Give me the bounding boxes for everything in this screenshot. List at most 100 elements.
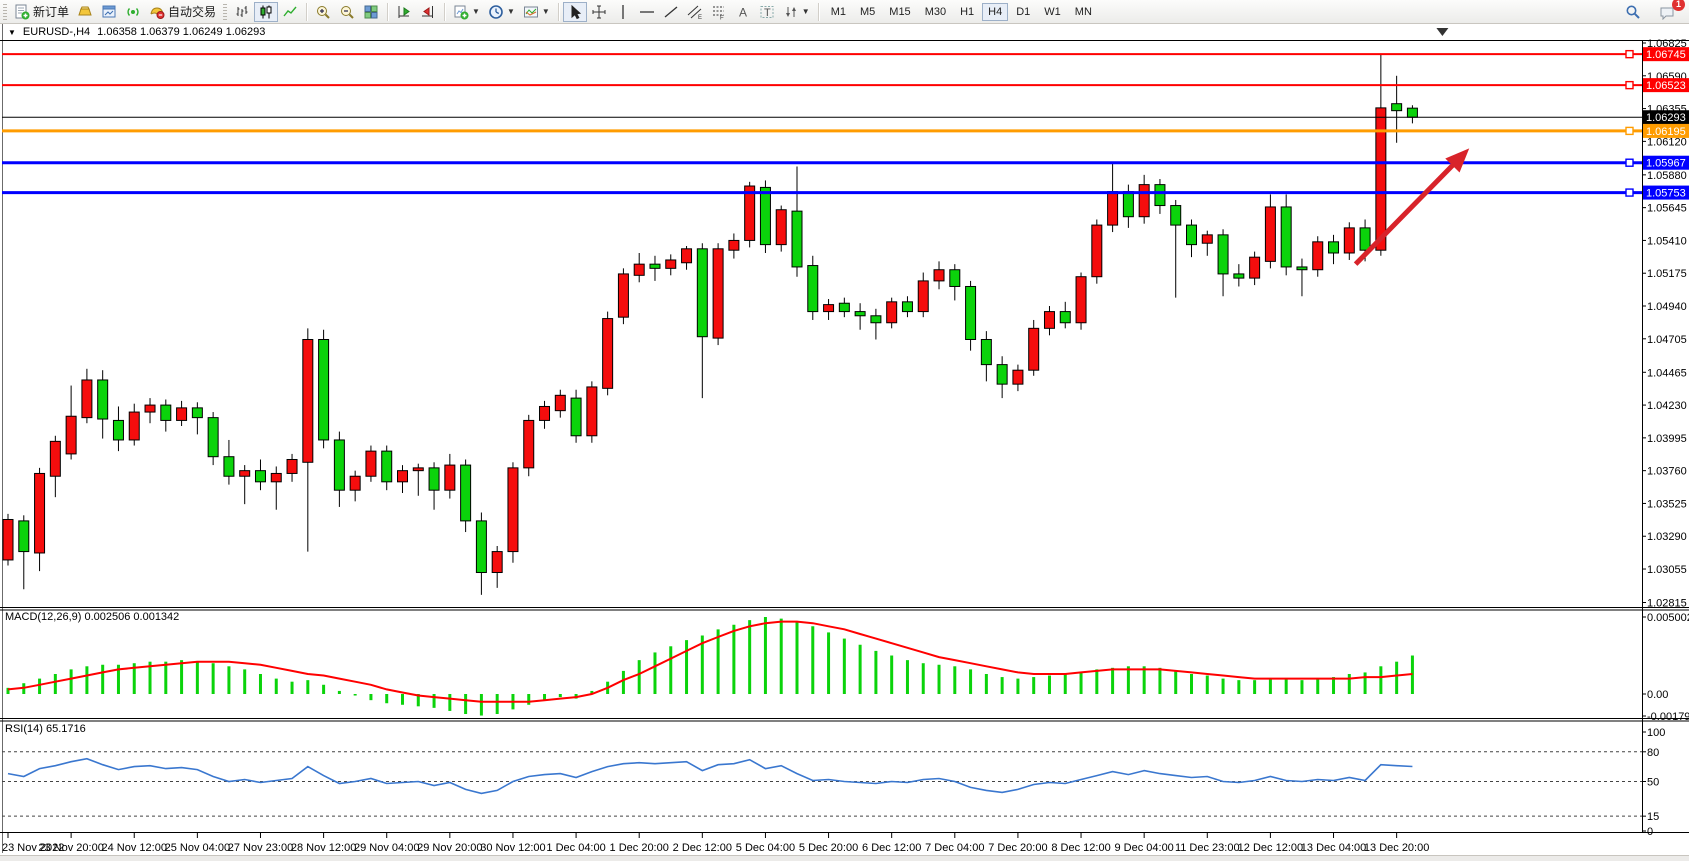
- templates-button[interactable]: ▼: [519, 2, 554, 22]
- support-line-lower-handle[interactable]: [1625, 188, 1634, 197]
- candle-body-bear: [475, 520, 487, 574]
- candle: [1296, 258, 1308, 297]
- candle-body-bull: [65, 415, 77, 455]
- candlestick-chart-button[interactable]: [254, 1, 279, 22]
- charts-window-button[interactable]: [97, 2, 121, 22]
- timeframe-toolbar: M1 M5 M15 M30 H1 H4 D1 W1 MN: [825, 2, 1098, 21]
- timeframe-button-m5[interactable]: M5: [860, 5, 876, 18]
- candle-body-bull: [1312, 241, 1324, 271]
- support-line-upper-badge: [1643, 155, 1689, 170]
- candle: [49, 435, 61, 498]
- new-order-button[interactable]: 新订单: [10, 2, 73, 22]
- vertical-line-button[interactable]: [611, 2, 635, 22]
- candle-body-bear: [570, 397, 582, 437]
- svg-text:F: F: [720, 15, 724, 20]
- candle: [570, 389, 582, 443]
- zoom-in-button[interactable]: [311, 2, 335, 22]
- timeframe-button-w1[interactable]: W1: [1044, 5, 1061, 18]
- notifications-button[interactable]: 1: [1655, 0, 1685, 22]
- auto-scroll-button[interactable]: [392, 2, 416, 22]
- candle-body-bull: [444, 464, 456, 491]
- svg-text:A: A: [739, 5, 747, 19]
- chart-shift-marker[interactable]: [1436, 28, 1449, 36]
- timeframe-button-h1[interactable]: H1: [960, 5, 975, 18]
- candle: [223, 439, 235, 485]
- price-axis-label: 1.06120: [1647, 136, 1687, 148]
- channel-button[interactable]: E: [683, 2, 707, 22]
- chart-shift-button[interactable]: [416, 2, 440, 22]
- candle: [176, 400, 188, 427]
- candle: [381, 445, 393, 491]
- candle-body-bull: [712, 248, 724, 339]
- toolbar-grip[interactable]: [223, 3, 228, 20]
- market-watch-button[interactable]: [73, 2, 97, 22]
- resistance-line-upper-badge-label: 1.06745: [1646, 49, 1686, 61]
- candle-body-bull: [586, 386, 598, 437]
- bar-chart-button[interactable]: [230, 2, 254, 22]
- candle-body-bear: [223, 456, 235, 477]
- timeframe-button-mn[interactable]: MN: [1074, 5, 1092, 18]
- trend-arrow-shaft[interactable]: [1353, 159, 1459, 266]
- text-button[interactable]: A: [731, 2, 755, 22]
- pivot-line-orange-badge: [1643, 123, 1689, 138]
- candle: [412, 463, 424, 496]
- candle: [191, 402, 203, 435]
- candle-body-bear: [1217, 234, 1229, 275]
- candle-body-bull: [681, 248, 693, 264]
- candle: [617, 268, 629, 325]
- timeframe-button-m15[interactable]: M15: [889, 5, 911, 18]
- new-chart-button[interactable]: ▼: [449, 2, 484, 22]
- toolbar-grip[interactable]: [3, 3, 7, 20]
- candle-body-bull: [286, 458, 298, 474]
- search-button[interactable]: [1621, 2, 1645, 22]
- fibonacci-button[interactable]: F: [707, 2, 731, 22]
- pivot-line-orange-handle[interactable]: [1625, 126, 1634, 136]
- text-label-button[interactable]: T: [755, 2, 779, 22]
- horizontal-line-button[interactable]: [635, 2, 659, 22]
- cursor-button[interactable]: [562, 1, 587, 22]
- candle-body-bull: [602, 318, 614, 389]
- new-order-label: 新订单: [33, 5, 70, 19]
- candle: [475, 512, 487, 595]
- timeframe-button-d1[interactable]: D1: [1016, 5, 1031, 18]
- timeframe-button-m1[interactable]: M1: [830, 5, 846, 18]
- timeframe-button-h4[interactable]: H4: [982, 2, 1009, 21]
- new-chart-icon: [454, 5, 469, 19]
- candle-body-bull: [1375, 107, 1387, 251]
- autotrading-button[interactable]: 自动交易: [145, 2, 220, 22]
- candle: [523, 414, 535, 477]
- candle-body-bull: [665, 259, 677, 269]
- candle-body-bull: [886, 301, 898, 324]
- trend-arrow-head[interactable]: [1445, 148, 1470, 173]
- chart-menu-icon[interactable]: ▼: [8, 27, 16, 37]
- candle: [712, 243, 724, 346]
- candle: [949, 264, 961, 301]
- line-chart-button[interactable]: [278, 2, 302, 22]
- trendline-button[interactable]: [659, 2, 683, 22]
- resistance-line-lower-handle[interactable]: [1625, 80, 1634, 90]
- timeframe-button-m30[interactable]: M30: [924, 5, 947, 18]
- periods-button[interactable]: ▼: [484, 2, 519, 22]
- candle: [428, 462, 440, 510]
- macd-signal-line: [7, 620, 1413, 703]
- zoom-out-button[interactable]: [335, 2, 359, 22]
- candle-body-bear: [381, 450, 393, 483]
- candle-body-bear: [18, 520, 30, 553]
- price-axis-label: 1.03760: [1647, 466, 1687, 478]
- candle: [996, 356, 1008, 399]
- notification-badge: 1: [1672, 0, 1685, 11]
- tile-windows-button[interactable]: [359, 2, 383, 22]
- candle-body-bear: [191, 407, 203, 419]
- crosshair-button[interactable]: [587, 2, 611, 22]
- support-line-upper-handle[interactable]: [1625, 158, 1634, 167]
- horizontal-line-icon: [639, 10, 654, 13]
- arrows-button[interactable]: ▼: [779, 2, 814, 22]
- signals-button[interactable]: [121, 2, 145, 22]
- candle-body-bull: [1043, 311, 1055, 329]
- resistance-line-upper-handle[interactable]: [1625, 49, 1634, 59]
- rsi-axis-label: 80: [1647, 747, 1659, 759]
- toolbar-separator: [306, 2, 308, 21]
- zoom-in-icon: [317, 5, 330, 19]
